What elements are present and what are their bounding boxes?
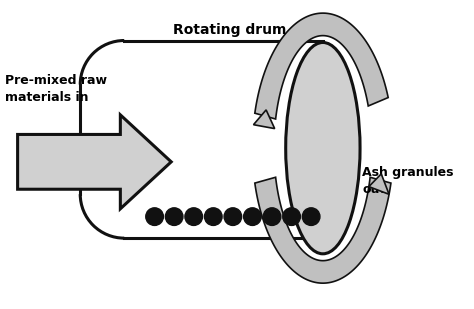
Circle shape <box>244 208 261 226</box>
Polygon shape <box>369 174 389 194</box>
Circle shape <box>283 208 301 226</box>
Text: Rotating drum: Rotating drum <box>173 23 287 37</box>
Circle shape <box>146 208 164 226</box>
Circle shape <box>204 208 222 226</box>
Polygon shape <box>18 115 171 209</box>
Circle shape <box>263 208 281 226</box>
Circle shape <box>224 208 242 226</box>
Circle shape <box>165 208 183 226</box>
Polygon shape <box>254 110 275 129</box>
Text: Pre-mixed raw
materials in: Pre-mixed raw materials in <box>5 74 107 104</box>
Circle shape <box>302 208 320 226</box>
Text: Ash granules
out: Ash granules out <box>362 167 454 197</box>
Polygon shape <box>255 177 391 283</box>
Circle shape <box>185 208 202 226</box>
Polygon shape <box>255 13 388 119</box>
Ellipse shape <box>286 42 360 254</box>
